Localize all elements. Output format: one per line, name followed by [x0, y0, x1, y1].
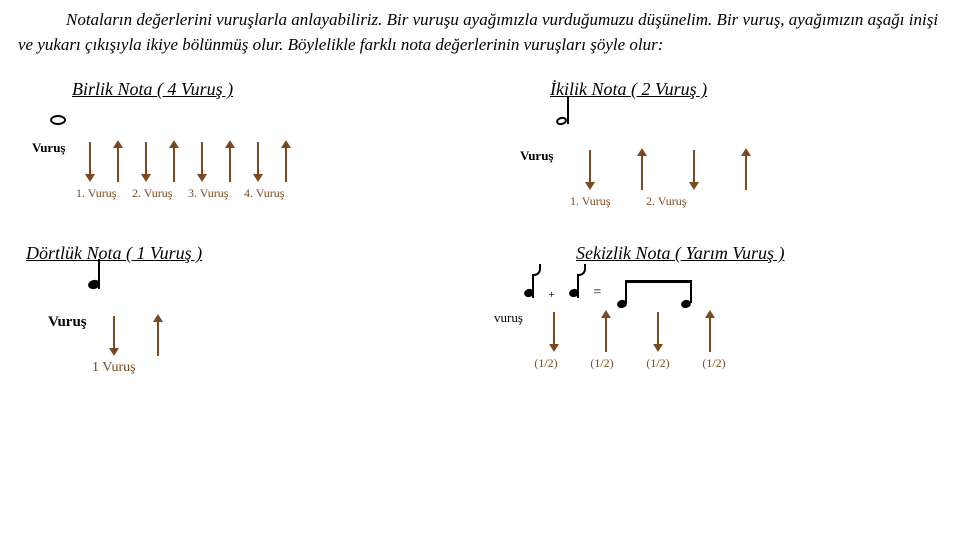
beamed-eighths-icon [615, 278, 693, 308]
up-arrow-icon [274, 140, 298, 184]
section-sekizlik: Sekizlik Nota ( Yarım Vuruş ) ₊ = vuruş … [480, 243, 942, 376]
down-arrow-icon [646, 310, 670, 354]
down-arrow-icon [246, 140, 270, 184]
down-arrow-icon [78, 140, 102, 184]
down-arrow-icon [102, 314, 126, 358]
beat-label: 4. Vuruş [244, 186, 300, 201]
title-dortluk: Dörtlük Nota ( 1 Vuruş ) [18, 243, 480, 264]
up-arrow-icon [218, 140, 242, 184]
beat-label: 2. Vuruş [132, 186, 188, 201]
down-arrow-icon [134, 140, 158, 184]
beat-label: 2. Vuruş [646, 194, 722, 209]
vurus-label-dortluk: Vuruş [48, 314, 92, 331]
down-arrow-icon [190, 140, 214, 184]
up-arrow-icon [630, 148, 654, 192]
beat-label: 1 Vuruş [92, 360, 148, 376]
up-arrow-icon [734, 148, 758, 192]
quarter-note-icon [88, 276, 100, 294]
up-arrow-icon [698, 310, 722, 354]
arrows-ikilik [564, 148, 772, 192]
section-birlik: Birlik Nota ( 4 Vuruş ) Vuruş 1. Vuruş2.… [18, 79, 480, 209]
up-arrow-icon [162, 140, 186, 184]
beat-label: 1. Vuruş [76, 186, 132, 201]
title-sekizlik: Sekizlik Nota ( Yarım Vuruş ) [480, 243, 942, 264]
up-arrow-icon [146, 314, 170, 358]
up-arrow-icon [106, 140, 130, 184]
beat-labels-dortluk: 1 Vuruş [92, 360, 480, 376]
intro-paragraph: Notaların değerlerini vuruşlarla anlayab… [18, 8, 942, 57]
whole-note-icon [50, 115, 66, 125]
up-arrow-icon [594, 310, 618, 354]
arrows-sekizlik [528, 310, 736, 354]
diagram-ikilik: Vuruş 1. Vuruş2. Vuruş [480, 112, 942, 209]
eighth-note-icon [524, 284, 534, 302]
title-ikilik: İkilik Nota ( 2 Vuruş ) [480, 79, 942, 100]
half-note-icon [556, 112, 567, 130]
beat-label: 3. Vuruş [188, 186, 244, 201]
beat-labels-ikilik: 1. Vuruş2. Vuruş [570, 194, 942, 209]
beat-labels-birlik: 1. Vuruş2. Vuruş3. Vuruş4. Vuruş [76, 186, 480, 201]
down-arrow-icon [542, 310, 566, 354]
beat-label: (1/2) [574, 356, 630, 371]
sections-grid: Birlik Nota ( 4 Vuruş ) Vuruş 1. Vuruş2.… [18, 79, 942, 376]
beat-label: (1/2) [630, 356, 686, 371]
beat-label: (1/2) [686, 356, 742, 371]
down-arrow-icon [682, 148, 706, 192]
beat-label: 1. Vuruş [570, 194, 646, 209]
diagram-sekizlik: ₊ = vuruş (1/2)(1/2)(1/2)(1/2) [480, 276, 942, 371]
frac-labels-sekizlik: (1/2)(1/2)(1/2)(1/2) [518, 356, 942, 371]
equals-symbol: = [593, 285, 601, 301]
vurus-label-sekizlik: vuruş [494, 310, 528, 326]
section-dortluk: Dörtlük Nota ( 1 Vuruş ) Vuruş 1 Vuruş [18, 243, 480, 376]
arrows-dortluk [92, 314, 180, 358]
title-birlik: Birlik Nota ( 4 Vuruş ) [18, 79, 480, 100]
eighth-note-icon [569, 284, 579, 302]
diagram-birlik: Vuruş 1. Vuruş2. Vuruş3. Vuruş4. Vuruş [18, 112, 480, 201]
arrows-birlik [76, 140, 300, 184]
plus-symbol: ₊ [548, 285, 555, 302]
down-arrow-icon [578, 148, 602, 192]
section-ikilik: İkilik Nota ( 2 Vuruş ) Vuruş 1. Vuruş2.… [480, 79, 942, 209]
vurus-label-birlik: Vuruş [32, 140, 76, 156]
diagram-dortluk: Vuruş 1 Vuruş [18, 276, 480, 376]
vurus-label-ikilik: Vuruş [520, 148, 564, 164]
beat-label: (1/2) [518, 356, 574, 371]
